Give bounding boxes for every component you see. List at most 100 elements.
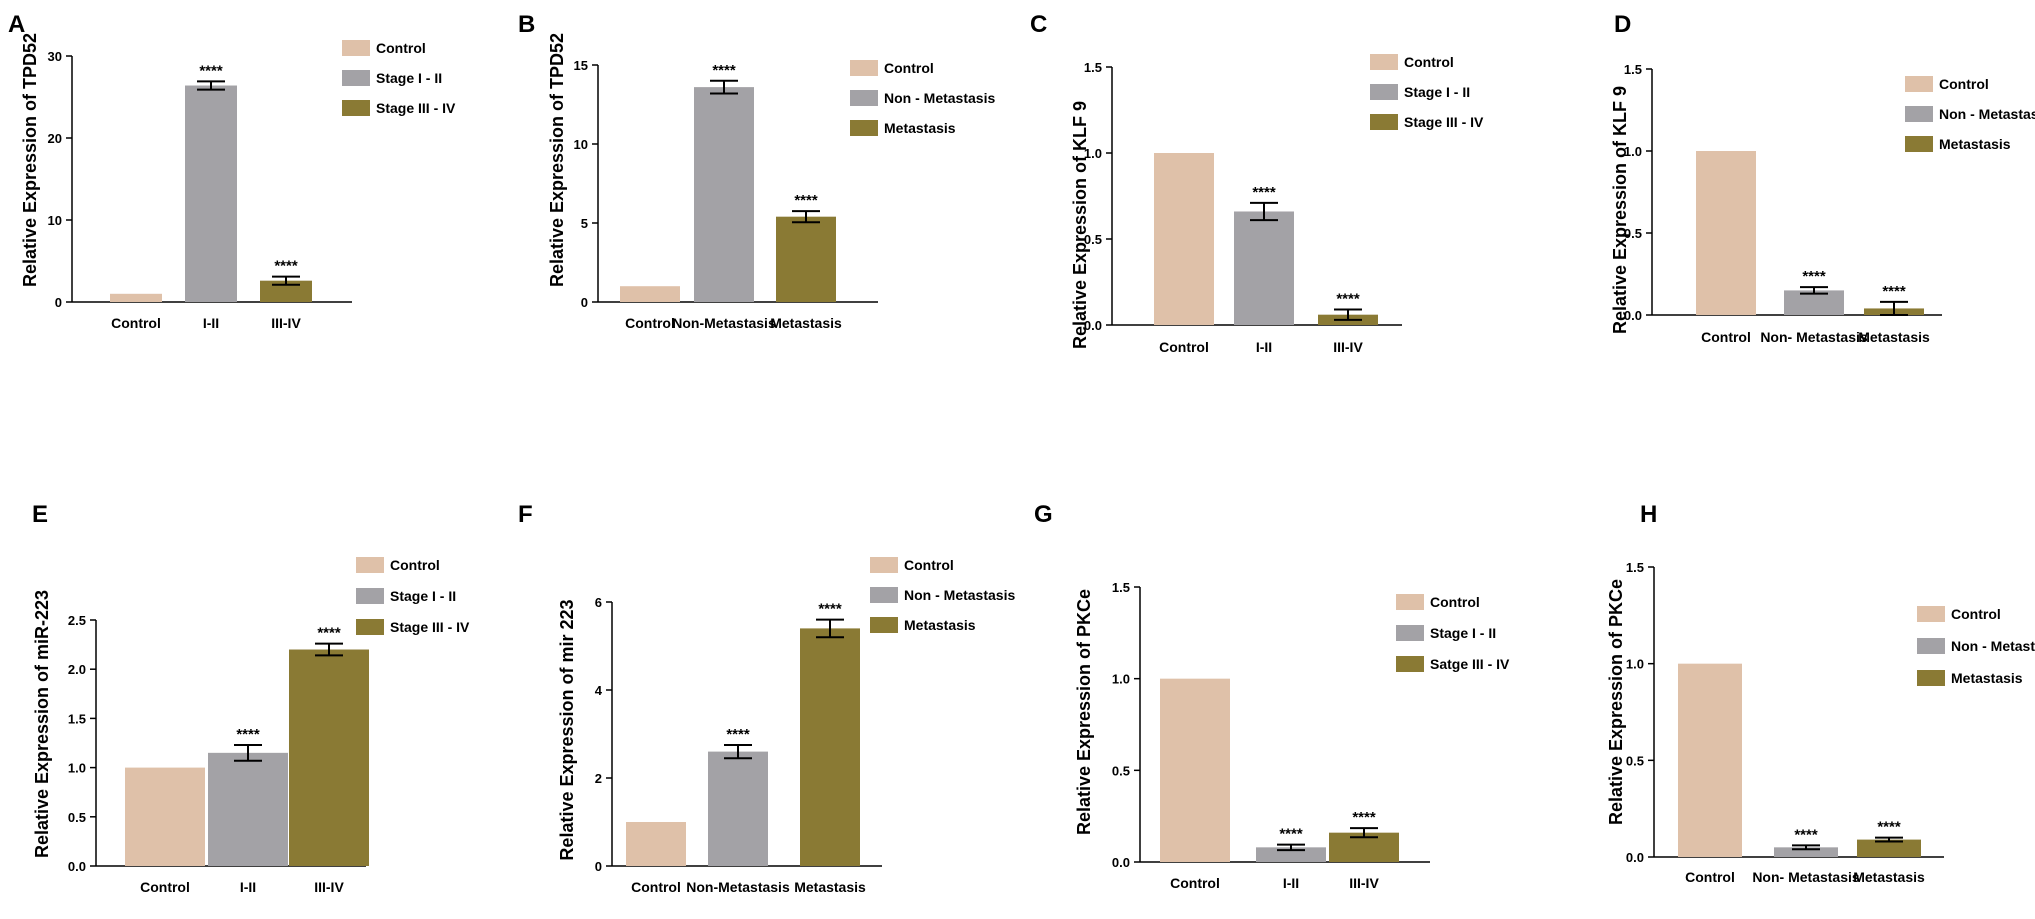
legend-label: Control: [390, 557, 440, 573]
x-tick-label: Non-Metastasis: [672, 315, 776, 331]
legend-swatch: [1396, 594, 1424, 610]
legend-label: Metastasis: [884, 120, 956, 136]
y-tick-label: 1.0: [68, 761, 86, 776]
bar-metastasis: [800, 628, 860, 866]
x-tick-label: Metastasis: [1853, 869, 1925, 885]
legend-label: Control: [376, 40, 426, 56]
y-tick-label: 0.5: [68, 810, 86, 825]
y-tick-label: 20: [48, 131, 62, 146]
significance-label: ****: [1279, 826, 1303, 843]
y-tick-label: 1.5: [1084, 60, 1102, 75]
y-axis-title: Relative Expression of TPD52: [20, 33, 40, 287]
bar-control: [620, 286, 680, 302]
y-tick-label: 0.0: [1626, 850, 1644, 865]
bar-control: [1154, 153, 1214, 325]
significance-label: ****: [199, 62, 223, 79]
y-tick-label: 4: [595, 683, 603, 698]
legend-swatch: [1396, 625, 1424, 641]
legend-label: Non - Metastasis: [1951, 638, 2035, 654]
y-tick-label: 0.5: [1626, 753, 1644, 768]
legend-label: Metastasis: [904, 617, 976, 633]
y-tick-label: 1.0: [1112, 672, 1130, 687]
x-tick-label: I-II: [1283, 875, 1299, 891]
legend-swatch: [356, 619, 384, 635]
y-tick-label: 1.0: [1084, 146, 1102, 161]
legend-label: Stage I - II: [1430, 625, 1496, 641]
legend-swatch: [356, 557, 384, 573]
legend-label: Control: [1939, 76, 1989, 92]
bar-control: [1678, 663, 1742, 857]
y-tick-label: 1.5: [1112, 580, 1130, 595]
panel-g: G Relative Expression of PKCe 0.0 0.5 1.0 1.5…: [1034, 501, 1510, 891]
y-tick-label: 5: [581, 216, 588, 231]
y-axis-title: Relative Expression of miR-223: [32, 590, 52, 858]
y-tick-label: 1.5: [68, 711, 86, 726]
significance-label: ****: [317, 625, 341, 642]
y-tick-label: 0: [581, 295, 588, 310]
y-tick-label: 0.0: [68, 859, 86, 874]
y-tick-label: 2.0: [68, 662, 86, 677]
legend-swatch: [850, 120, 878, 136]
bar-i-ii: [1234, 211, 1294, 325]
legend-swatch: [1905, 76, 1933, 92]
bar-iii-iv: [289, 649, 369, 866]
significance-label: ****: [726, 726, 750, 743]
x-tick-label: I-II: [203, 315, 219, 331]
legend-swatch: [1917, 670, 1945, 686]
panel-label: C: [1030, 11, 1047, 38]
legend-swatch: [342, 70, 370, 86]
x-tick-label: Non- Metastasis: [1752, 869, 1860, 885]
bar-non-metastasis: [708, 751, 768, 866]
x-tick-label: III-IV: [1333, 339, 1363, 355]
legend-swatch: [342, 40, 370, 56]
legend-label: Stage III - IV: [376, 100, 456, 116]
y-axis-title: Relative Expression of mir 223: [557, 599, 577, 860]
y-axis-title: Relative Expression of KLF 9: [1070, 101, 1090, 349]
bar-i-ii: [208, 752, 288, 866]
bar-control: [110, 293, 162, 302]
legend-label: Control: [1430, 594, 1480, 610]
bar-metastasis: [1857, 839, 1921, 857]
panel-b: B Relative Expression of TPD52 0 5 10 15 Contr…: [518, 11, 995, 331]
x-tick-label: Control: [631, 879, 681, 895]
legend-label: Control: [1951, 606, 2001, 622]
y-tick-label: 10: [574, 137, 588, 152]
y-axis-title: Relative Expression of PKCe: [1074, 589, 1094, 835]
significance-label: ****: [1252, 184, 1276, 201]
y-tick-label: 10: [48, 213, 62, 228]
y-axis-title: Relative Expression of KLF 9: [1610, 86, 1630, 334]
panel-f: F Relative Expression of mir 223 0 2 4 6 Contr…: [518, 501, 1015, 895]
legend-label: Satge III - IV: [1430, 656, 1510, 672]
legend-swatch: [1370, 54, 1398, 70]
legend-swatch: [870, 587, 898, 603]
legend-swatch: [342, 100, 370, 116]
y-tick-label: 0.0: [1084, 318, 1102, 333]
legend-label: Stage III - IV: [390, 619, 470, 635]
y-tick-label: 0.0: [1624, 308, 1642, 323]
bar-i-ii: [185, 85, 237, 303]
y-tick-label: 1.0: [1624, 144, 1642, 159]
legend-label: Stage III - IV: [1404, 114, 1484, 130]
panel-e: E Relative Expression of miR-223 0.0 0.5 1.0…: [32, 501, 470, 895]
panel-label: B: [518, 11, 535, 38]
y-tick-label: 6: [595, 595, 602, 610]
y-tick-label: 0.5: [1084, 232, 1102, 247]
y-axis-title: Relative Expression of PKCe: [1606, 579, 1626, 825]
y-tick-label: 15: [574, 58, 588, 73]
panel-label: F: [518, 501, 533, 528]
y-tick-label: 30: [48, 49, 62, 64]
panel-label: E: [32, 501, 48, 528]
legend-label: Metastasis: [1951, 670, 2023, 686]
significance-label: ****: [1794, 826, 1818, 843]
legend-swatch: [850, 60, 878, 76]
x-tick-label: Control: [1701, 329, 1751, 345]
y-tick-label: 0.0: [1112, 855, 1130, 870]
x-tick-label: Control: [625, 315, 675, 331]
panel-label: G: [1034, 501, 1053, 528]
y-tick-label: 1.5: [1626, 560, 1644, 575]
legend-label: Metastasis: [1939, 136, 2011, 152]
y-axis-title: Relative Expression of TPD52: [547, 33, 567, 287]
legend-label: Control: [884, 60, 934, 76]
significance-label: ****: [1802, 268, 1826, 285]
panel-label: H: [1640, 501, 1657, 528]
